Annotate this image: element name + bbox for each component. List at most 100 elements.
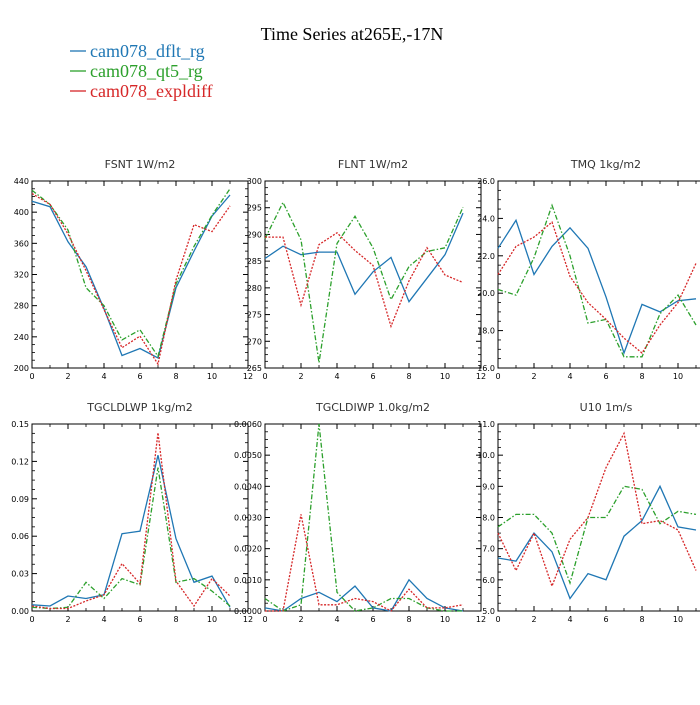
y-tick-label: 285: [247, 257, 262, 266]
y-tick-label: 0.00: [11, 607, 29, 616]
y-tick-label: 0.0040: [234, 482, 262, 491]
y-tick-label: 280: [247, 284, 262, 293]
y-tick-label: 280: [14, 302, 29, 311]
x-tick-label: 6: [370, 615, 375, 624]
x-tick-label: 6: [603, 372, 608, 381]
x-tick-label: 4: [567, 372, 572, 381]
series-line-cam078_dflt_rg: [264, 578, 464, 612]
x-tick-label: 2: [298, 372, 303, 381]
x-tick-label: 10: [673, 615, 683, 624]
x-tick-label: 12: [476, 372, 486, 381]
series-line-cam078_expldiff: [497, 220, 697, 354]
series-line-cam078_dflt_rg: [264, 212, 464, 303]
y-tick-label: 11.0: [477, 420, 495, 429]
x-tick-label: 0: [495, 372, 500, 381]
y-tick-label: 5.0: [482, 607, 495, 616]
y-tick-label: 0.0060: [234, 420, 262, 429]
x-tick-label: 8: [173, 615, 178, 624]
legend-label: cam078_qt5_rg: [90, 61, 203, 81]
y-tick-label: 265: [247, 364, 262, 373]
x-tick-label: 8: [173, 372, 178, 381]
x-tick-label: 10: [440, 372, 450, 381]
x-tick-label: 10: [440, 615, 450, 624]
legend: cam078_dflt_rgcam078_qt5_rgcam078_expldi…: [70, 41, 213, 101]
series-line-cam078_dflt_rg: [31, 455, 231, 608]
figure-title: Time Series at265E,-17N: [261, 24, 444, 44]
x-tick-label: 10: [207, 372, 217, 381]
y-tick-label: 0.15: [11, 420, 29, 429]
series-line-cam078_qt5_rg: [497, 203, 697, 358]
y-tick-label: 6.0: [482, 576, 495, 585]
panel-title: TMQ 1kg/m2: [570, 158, 641, 171]
y-tick-label: 200: [14, 364, 29, 373]
y-tick-label: 360: [14, 239, 29, 248]
y-tick-label: 0.0030: [234, 514, 262, 523]
legend-label: cam078_expldiff: [90, 81, 213, 101]
y-tick-label: 22.0: [477, 252, 495, 261]
y-tick-label: 0.12: [11, 457, 29, 466]
panel-title: TGCLDIWP 1.0kg/m2: [315, 401, 430, 414]
y-tick-label: 0.09: [11, 495, 29, 504]
panel-title: FSNT 1W/m2: [105, 158, 176, 171]
x-tick-label: 8: [639, 615, 644, 624]
x-tick-label: 6: [603, 615, 608, 624]
y-tick-label: 0.06: [11, 532, 29, 541]
series-line-cam078_qt5_rg: [31, 188, 231, 358]
y-tick-label: 7.0: [482, 545, 495, 554]
y-tick-label: 26.0: [477, 177, 495, 186]
y-tick-label: 20.0: [477, 289, 495, 298]
legend-label: cam078_dflt_rg: [90, 41, 205, 61]
series-line-cam078_expldiff: [31, 192, 231, 366]
y-tick-label: 300: [247, 177, 262, 186]
y-tick-label: 0.03: [11, 570, 29, 579]
series-line-cam078_expldiff: [497, 431, 697, 589]
series-line-cam078_expldiff: [31, 432, 231, 610]
y-tick-label: 320: [14, 271, 29, 280]
plot-frame: [497, 180, 700, 369]
y-tick-label: 400: [14, 208, 29, 217]
series-line-cam078_dflt_rg: [31, 194, 231, 359]
plot-frame: [264, 180, 482, 369]
series-line-cam078_dflt_rg: [497, 484, 697, 600]
y-tick-label: 295: [247, 204, 262, 213]
x-tick-label: 10: [207, 615, 217, 624]
series-line-cam078_qt5_rg: [264, 423, 463, 612]
x-tick-label: 6: [370, 372, 375, 381]
y-tick-label: 9.0: [482, 482, 495, 491]
x-tick-label: 4: [101, 372, 106, 381]
x-tick-label: 0: [29, 615, 34, 624]
y-tick-label: 8.0: [482, 514, 495, 523]
panel-title: TGCLDLWP 1kg/m2: [86, 401, 192, 414]
y-tick-label: 440: [14, 177, 29, 186]
x-tick-label: 2: [531, 372, 536, 381]
series-line-cam078_qt5_rg: [264, 200, 464, 363]
y-tick-label: 16.0: [477, 364, 495, 373]
x-tick-label: 2: [65, 615, 70, 624]
y-tick-label: 18.0: [477, 327, 495, 336]
series-line-cam078_qt5_rg: [31, 467, 231, 610]
plot-frame: [264, 423, 482, 612]
x-tick-label: 8: [406, 372, 411, 381]
x-tick-label: 2: [65, 372, 70, 381]
x-tick-label: 0: [29, 372, 34, 381]
chart-panel: TGCLDLWP 1kg/m2 0.00 0.03 0.06 0.09 0.12 0.15 0…: [11, 401, 253, 624]
x-tick-label: 8: [406, 615, 411, 624]
x-tick-label: 12: [476, 615, 486, 624]
y-tick-label: 0.0010: [234, 576, 262, 585]
x-tick-label: 6: [137, 615, 142, 624]
y-tick-label: 275: [247, 311, 262, 320]
x-tick-label: 2: [531, 615, 536, 624]
x-tick-label: 10: [673, 372, 683, 381]
series-line-cam078_expldiff: [265, 514, 464, 612]
chart-panel: TGCLDIWP 1.0kg/m2 0.0000 0.0010 0.0020 0.003…: [234, 401, 486, 624]
x-tick-label: 4: [334, 615, 339, 624]
x-tick-label: 12: [243, 372, 253, 381]
x-tick-label: 4: [334, 372, 339, 381]
chart-panel: U10 1m/s 5.0 6.0 7.0 8.0 9.0 10.0 11.0 0 2 4 6 8 10 12: [477, 401, 700, 624]
x-tick-label: 2: [298, 615, 303, 624]
chart-panel: TMQ 1kg/m2 16.0 18.0 20.0 22.0 24.0 26.0 0 2 4 6 8 1…: [477, 158, 700, 381]
chart-panel: FLNT 1W/m2 265 270 275 280 285 290 295 300 0 2 4 6 8 1…: [247, 158, 486, 381]
